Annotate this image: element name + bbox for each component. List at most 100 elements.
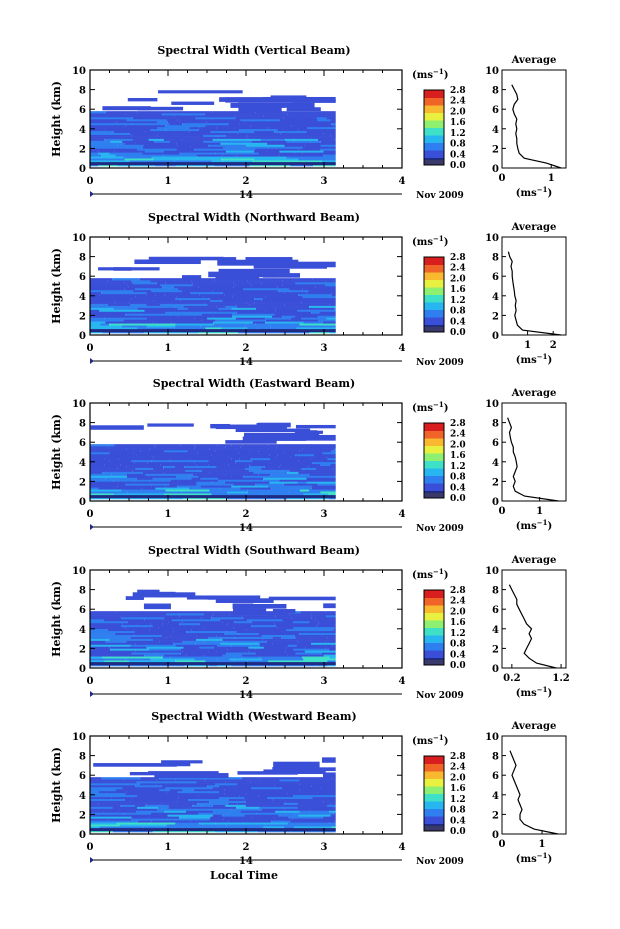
heatmap-cell [320,144,336,147]
heatmap-cell [330,146,336,149]
heatmap-cell [132,138,149,141]
heatmap-cell [99,826,144,829]
heatmap-cell [271,487,312,490]
heatmap-cell [128,660,176,663]
colorbar-tick-label: 0.4 [450,816,466,826]
colorbar-swatch [424,305,444,309]
heatmap-cell [155,293,165,297]
heatmap-cell [162,286,174,289]
heatmap-cell [132,282,157,285]
heatmap-cell [146,325,176,328]
heatmap-cell [134,481,151,484]
heatmap-cell [193,115,236,118]
heatmap-cell [170,313,202,316]
heatmap-cell [334,820,336,823]
y-tick-label: 8 [79,586,86,597]
heatmap-cell [277,128,299,132]
heatmap-cell [235,115,264,118]
heatmap-cell [175,323,214,326]
colorbar-swatch [424,451,444,454]
y-tick-label: 2 [79,144,86,155]
heatmap-cell [308,489,336,492]
heatmap-cell [280,132,324,135]
heatmap-cell [113,493,126,496]
heatmap-cell [115,301,130,304]
heatmap-cell [255,111,285,114]
heatmap-cell [334,313,336,316]
heatmap-cell [304,144,321,147]
colorbar-swatch [424,610,444,613]
colorbar-swatch [424,441,444,445]
x-tick-label: 3 [321,343,328,354]
heatmap-cell [323,132,336,135]
heatmap-cell [142,152,180,155]
heatmap-cell [132,117,172,120]
heatmap-cell [311,487,336,490]
heatmap-cell [183,497,227,500]
colorbar-swatch [424,827,444,830]
heatmap-cell [228,111,256,114]
heatmap-cell [209,311,237,314]
y-tick-label: 4 [79,125,86,136]
colorbar-swatch [424,629,444,632]
heatmap-cell [286,628,334,632]
heatmap-cell [122,140,155,143]
heatmap-cell [125,493,164,496]
heatmap-cell [253,130,275,134]
heatmap-cell [204,640,224,643]
heatmap-cell [255,483,284,486]
colorbar-swatch [424,789,444,793]
heatmap-cell [155,487,189,490]
heatmap-cell [191,280,215,283]
colorbar-swatch [424,272,444,275]
heatmap-cell [139,783,156,786]
heatmap-cell [208,271,276,278]
heatmap-cell [293,826,332,829]
heatmap-cell [326,317,336,320]
heatmap-cell [204,301,247,304]
heatmap-cell [275,309,298,312]
heatmap-cell [323,150,336,153]
colorbar-swatch [424,759,444,763]
colorbar-swatch [424,262,444,265]
heatmap-cell [205,777,242,780]
colorbar-swatch [424,769,444,772]
heatmap-cell [210,816,253,819]
heatmap-cell [90,812,99,815]
heatmap-cell [175,297,199,301]
heatmap-cell [268,146,303,149]
heatmap-cell [116,611,164,614]
heatmap-cell [90,804,121,807]
colorbar-swatch [424,114,444,117]
heatmap-cell [320,491,336,494]
heatmap-cell [237,331,279,334]
heatmap-cell [190,457,232,461]
colorbar-swatch [424,804,444,808]
average-x-tick-label: 1.2 [552,673,569,684]
heatmap-cell [215,598,274,603]
heatmap-cell [262,658,304,661]
heatmap-cell [289,613,312,616]
colorbar-tick-label: 2.0 [450,607,466,617]
average-unit: (ms−1) [516,518,552,532]
heatmap-cell [90,299,115,302]
colorbar-swatch [424,270,444,273]
heatmap-cell [224,788,265,792]
heatmap-cell [281,636,296,639]
heatmap-cell [183,646,200,649]
heatmap-cell [186,140,204,143]
colorbar-swatch [424,432,444,435]
heatmap-cell [145,804,169,807]
heatmap-cell [293,648,329,651]
heatmap-cell [90,814,130,817]
heatmap-cell [228,463,250,467]
colorbar-swatch [424,757,444,761]
heatmap-cell [169,140,187,143]
heatmap-cell [149,822,176,825]
heatmap-cell [152,467,164,470]
heatmap-cell [186,257,237,261]
heatmap-cell [290,317,302,320]
colorbar-swatch [424,819,444,823]
y-axis-label: Height (km) [50,581,63,657]
heatmap-cell [90,448,127,451]
